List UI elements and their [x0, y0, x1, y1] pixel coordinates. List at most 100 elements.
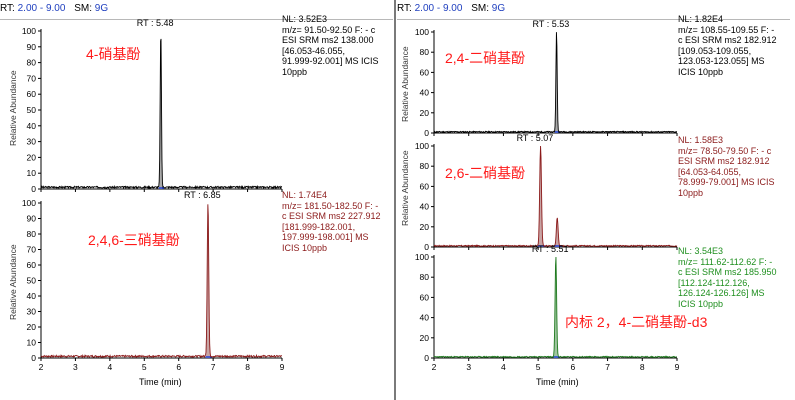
- compound-name: 2,4-二硝基酚: [445, 50, 526, 66]
- x-axis-title: Time (min): [536, 377, 579, 387]
- y-tick-label: 0: [424, 242, 429, 252]
- x-tick-label: 3: [73, 362, 78, 372]
- y-tick-label: 100: [415, 27, 429, 37]
- y-tick-label: 10: [27, 338, 37, 348]
- chromatogram-plot: 0 10 20 30 40 50 60 70 80 90 100: [22, 26, 283, 194]
- x-tick-label: 9: [280, 362, 285, 372]
- y-tick-label: 70: [27, 245, 37, 255]
- y-axis-title: Relative Abundance: [400, 46, 410, 122]
- y-axis-title: Relative Abundance: [8, 244, 18, 320]
- y-tick-label: 100: [415, 141, 429, 151]
- sm-label: SM:: [471, 3, 489, 14]
- y-tick-label: 40: [420, 202, 430, 212]
- x-tick-label: 8: [245, 362, 250, 372]
- scan-annotation: NL: 1.74E4 m/z= 181.50-182.50 F: - c ESI…: [282, 190, 381, 253]
- header-rule: [397, 19, 790, 20]
- rt-range-label: RT:: [397, 3, 412, 14]
- y-tick-label: 40: [27, 291, 37, 301]
- y-tick-label: 60: [420, 292, 430, 302]
- x-tick-label: 7: [211, 362, 216, 372]
- rt-range-value: 2.00 - 9.00: [414, 3, 463, 14]
- rt-range-label: RT:: [0, 3, 15, 14]
- x-tick-label: 8: [640, 362, 645, 372]
- chromatogram-plot: 0 20 40 60 80 100: [415, 141, 678, 252]
- y-tick-label: 60: [27, 260, 37, 270]
- y-tick-label: 40: [27, 121, 37, 131]
- x-tick-label: 7: [605, 362, 610, 372]
- rt-label: RT : 6.85: [183, 190, 221, 200]
- y-tick-label: 20: [27, 322, 37, 332]
- y-tick-label: 80: [27, 229, 37, 239]
- y-tick-label: 50: [27, 276, 37, 286]
- y-tick-label: 60: [420, 67, 430, 77]
- x-tick-label: 6: [176, 362, 181, 372]
- x-tick-label: 3: [466, 362, 471, 372]
- sm-value: 9G: [491, 3, 506, 14]
- left-header: RT: 2.00 - 9.00 SM: 9G: [0, 0, 393, 22]
- x-tick-label: 4: [501, 362, 506, 372]
- chromatogram-trace: [40, 204, 283, 359]
- y-tick-label: 0: [424, 128, 429, 138]
- y-tick-label: 100: [415, 252, 429, 262]
- x-tick-label: 5: [142, 362, 147, 372]
- rt-label: RT : 5.51: [531, 244, 569, 254]
- scan-annotation: NL: 3.54E3 m/z= 111.62-112.62 F: - c ESI…: [678, 246, 777, 309]
- chromatogram-trace: [433, 145, 678, 248]
- right-header: RT: 2.00 - 9.00 SM: 9G: [397, 0, 790, 22]
- y-tick-label: 20: [420, 108, 430, 118]
- y-tick-label: 0: [31, 184, 36, 194]
- y-tick-label: 70: [27, 73, 37, 83]
- rt-label: RT : 5.07: [516, 133, 554, 143]
- rt-label: RT : 5.53: [532, 19, 570, 29]
- y-axis-title: Relative Abundance: [8, 70, 18, 146]
- scan-annotation: NL: 1.58E3 m/z= 78.50-79.50 F: - c ESI S…: [678, 135, 775, 198]
- y-tick-label: 80: [27, 58, 37, 68]
- chromatogram-trace: [40, 38, 283, 190]
- y-tick-label: 60: [420, 181, 430, 191]
- panel-divider: [394, 0, 396, 400]
- chromatogram-plot: 0 20 40 60 80 100 2 3 4 5 6 7 8 9: [415, 252, 680, 372]
- y-tick-label: 20: [420, 333, 430, 343]
- compound-name: 2,4,6-三硝基酚: [88, 232, 180, 248]
- scan-annotation: NL: 3.52E3 m/z= 91.50-92.50 F: - c ESI S…: [282, 14, 379, 77]
- y-tick-label: 80: [420, 272, 430, 282]
- x-tick-label: 2: [432, 362, 437, 372]
- y-tick-label: 80: [420, 161, 430, 171]
- chromatogram-svg: 0 10 20 30 40 50 60 70 80 90 100 0 10 20 30 40 50 60 70 80 9…: [22, 26, 285, 372]
- y-tick-label: 90: [27, 42, 37, 52]
- sm-value: 9G: [94, 3, 109, 14]
- compound-name: 4-硝基酚: [86, 46, 141, 62]
- y-tick-label: 0: [424, 353, 429, 363]
- y-tick-label: 20: [27, 152, 37, 162]
- right-panel: RT: 2.00 - 9.00 SM: 9G 0 20 40 60 80 100 0 20 40…: [397, 0, 790, 400]
- y-tick-label: 30: [27, 137, 37, 147]
- y-tick-label: 100: [22, 198, 36, 208]
- y-tick-label: 50: [27, 105, 37, 115]
- chromatogram-plot: 0 10 20 30 40 50 60 70 80 90 100 2 3 4 5 6 7 8 9: [22, 198, 285, 372]
- rt-label: RT : 5.48: [136, 18, 174, 28]
- compound-name: 内标 2，4-二硝基酚-d3: [565, 314, 708, 330]
- chromatogram-trace: [433, 32, 678, 134]
- chromatogram-plot: 0 20 40 60 80 100: [415, 27, 678, 138]
- left-panel: RT: 2.00 - 9.00 SM: 9G 0 10 20 30 40 50 60 70 80…: [0, 0, 393, 400]
- x-tick-label: 2: [39, 362, 44, 372]
- chromatogram-trace: [433, 257, 678, 359]
- scan-annotation: NL: 1.82E4 m/z= 108.55-109.55 F: - c ESI…: [678, 14, 777, 77]
- y-tick-label: 0: [31, 353, 36, 363]
- y-tick-label: 80: [420, 47, 430, 57]
- x-tick-label: 9: [675, 362, 680, 372]
- sm-label: SM:: [74, 3, 92, 14]
- y-tick-label: 100: [22, 26, 36, 36]
- y-tick-label: 40: [420, 88, 430, 98]
- x-tick-label: 6: [570, 362, 575, 372]
- y-tick-label: 90: [27, 214, 37, 224]
- y-axis-title: Relative Abundance: [400, 150, 410, 226]
- x-axis-title: Time (min): [139, 377, 182, 387]
- compound-name: 2,6-二硝基酚: [445, 165, 526, 181]
- y-tick-label: 60: [27, 89, 37, 99]
- header-rule: [0, 19, 393, 20]
- rt-range-value: 2.00 - 9.00: [17, 3, 66, 14]
- y-tick-label: 20: [420, 222, 430, 232]
